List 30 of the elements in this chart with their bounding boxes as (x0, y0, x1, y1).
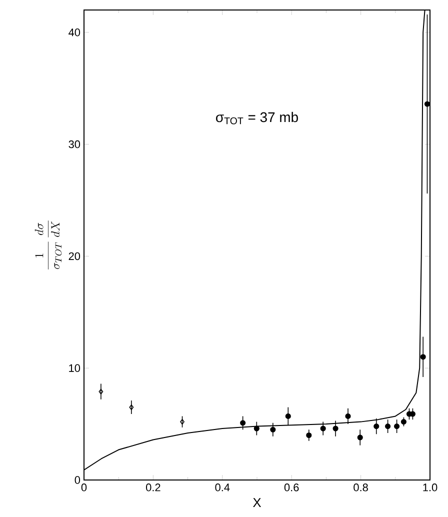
x-tick-label: 0 (81, 484, 87, 492)
y-tick-label: 10 (69, 364, 80, 372)
point (385, 423, 391, 430)
x-tick-label: 0.6 (284, 484, 299, 492)
point (345, 413, 351, 420)
point (357, 434, 363, 440)
point (320, 426, 326, 432)
y-tick-label: 30 (68, 140, 80, 148)
y-axis-title: $\frac{1}{\sigma_{TOT}}\,\frac{d\sigma}{dX}$ (34, 220, 62, 270)
point (374, 423, 380, 430)
x-tick-label: 1.0 (423, 484, 438, 492)
point (240, 420, 246, 426)
point (306, 432, 312, 438)
x-tick-label: 0.8 (354, 484, 368, 492)
point (420, 354, 426, 360)
y-tick-label: 0 (74, 476, 80, 484)
y-tick-label: 40 (68, 28, 80, 36)
x-tick-label: 0.4 (215, 484, 230, 492)
point (332, 426, 338, 432)
x-tick-label: 0.2 (146, 484, 160, 492)
point (254, 426, 260, 432)
point (129, 404, 134, 410)
y-tick-label: 20 (68, 252, 80, 260)
point (394, 423, 400, 430)
point (285, 413, 291, 420)
point (400, 419, 406, 425)
point (180, 419, 184, 425)
annotation: σ$_{TOT}$ = 37 mb (216, 112, 298, 124)
x-axis-title: X (252, 498, 262, 508)
point (270, 426, 276, 432)
